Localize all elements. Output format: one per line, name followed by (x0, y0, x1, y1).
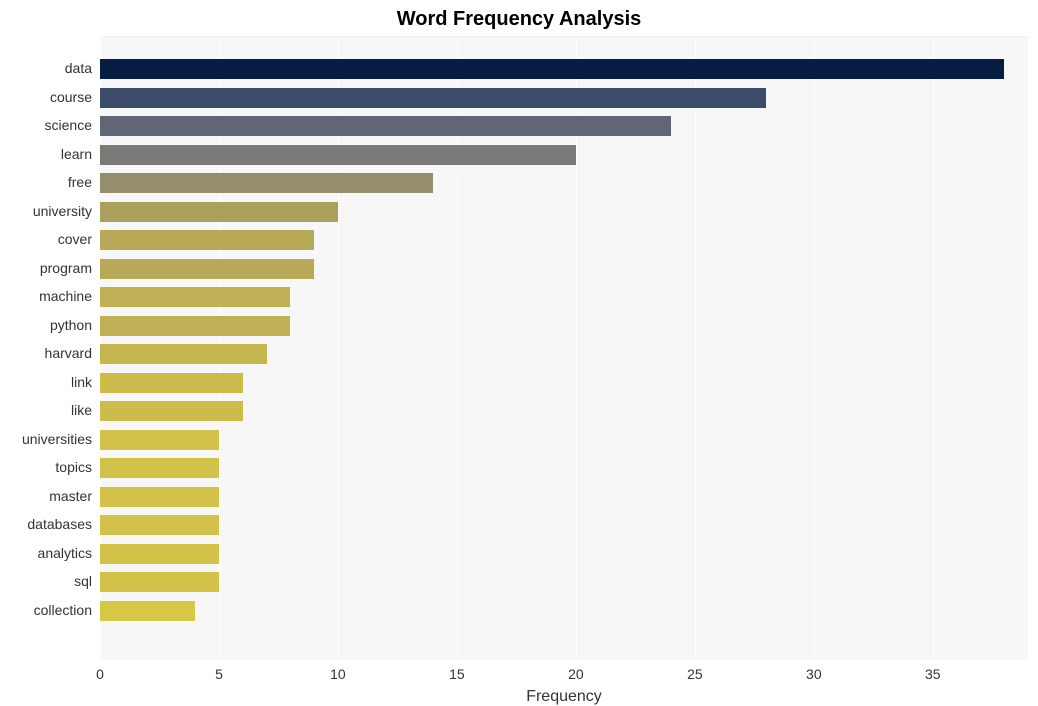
bar (100, 515, 219, 535)
bar (100, 145, 576, 165)
x-tick-label: 0 (96, 666, 104, 682)
y-tick-label: science (0, 115, 92, 135)
x-tick-label: 15 (449, 666, 465, 682)
bar (100, 173, 433, 193)
bar (100, 373, 243, 393)
y-tick-label: university (0, 201, 92, 221)
y-tick-label: topics (0, 457, 92, 477)
bar (100, 544, 219, 564)
y-tick-label: like (0, 400, 92, 420)
bar (100, 202, 338, 222)
x-tick-label: 30 (806, 666, 822, 682)
y-tick-label: python (0, 315, 92, 335)
y-tick-label: program (0, 258, 92, 278)
y-tick-label: sql (0, 571, 92, 591)
y-tick-label: data (0, 58, 92, 78)
y-tick-label: machine (0, 286, 92, 306)
word-frequency-chart: Word Frequency Analysis data course scienc… (0, 0, 1038, 701)
x-tick-label: 5 (215, 666, 223, 682)
bar (100, 287, 290, 307)
bar (100, 88, 766, 108)
bar (100, 59, 1004, 79)
y-tick-label: collection (0, 600, 92, 620)
y-tick-label: free (0, 172, 92, 192)
bar (100, 487, 219, 507)
y-tick-label: universities (0, 429, 92, 449)
x-axis-title: Frequency (100, 688, 1028, 706)
y-tick-label: link (0, 372, 92, 392)
y-tick-label: analytics (0, 543, 92, 563)
y-tick-label: course (0, 87, 92, 107)
bars-group (100, 37, 1028, 660)
bar (100, 344, 267, 364)
y-tick-label: cover (0, 229, 92, 249)
bar (100, 316, 290, 336)
x-tick-label: 25 (687, 666, 703, 682)
y-tick-label: learn (0, 144, 92, 164)
bar (100, 572, 219, 592)
y-tick-label: master (0, 486, 92, 506)
bar (100, 116, 671, 136)
x-tick-label: 10 (330, 666, 346, 682)
bar (100, 601, 195, 621)
bar (100, 259, 314, 279)
y-tick-label: harvard (0, 343, 92, 363)
x-tick-label: 20 (568, 666, 584, 682)
bar (100, 401, 243, 421)
y-tick-label: databases (0, 514, 92, 534)
bar (100, 430, 219, 450)
plot-area (100, 36, 1028, 660)
chart-title: Word Frequency Analysis (0, 8, 1038, 31)
bar (100, 458, 219, 478)
bar (100, 230, 314, 250)
x-tick-label: 35 (925, 666, 941, 682)
